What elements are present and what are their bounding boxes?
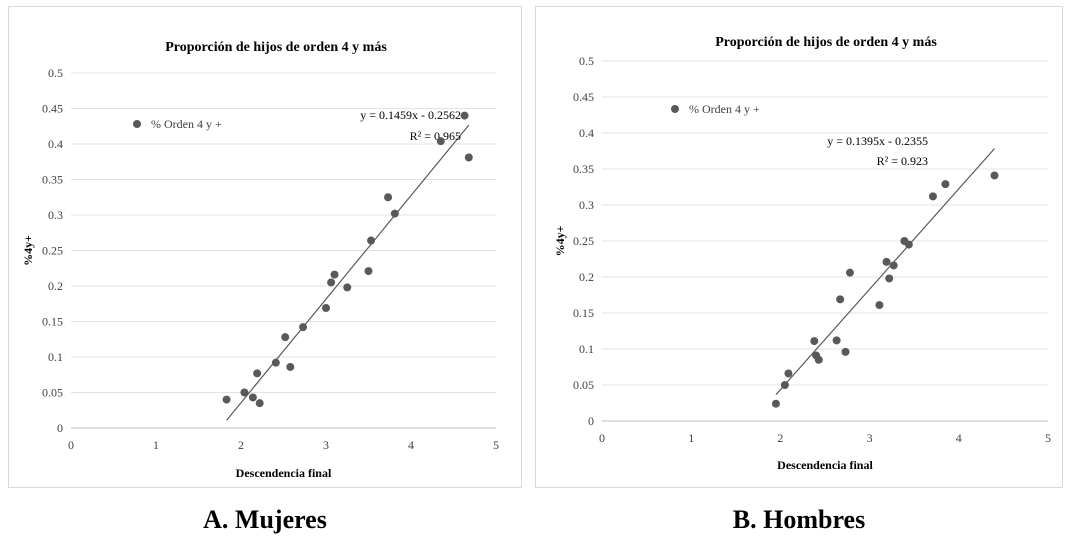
chart-b-y-tick-label: 0: [588, 414, 594, 428]
chart-a-x-tick-label: 2: [238, 438, 244, 452]
chart-a-data-point: [327, 278, 336, 287]
chart-b-data-point: [904, 240, 913, 249]
chart-panel-mujeres: 0 0.05 0.1 0.15 0.2 0.25 0.3 0.35 0.4 0.45 0.5 0 1 2 3…: [8, 6, 522, 488]
chart-b-x-tick-label: 0: [599, 431, 605, 445]
chart-b-y-tick-label: 0.5: [579, 54, 594, 68]
chart-a-x-axis-label: Descendencia final: [236, 466, 332, 480]
chart-b-x-axis-label: Descendencia final: [777, 458, 873, 472]
chart-b-data-point: [885, 274, 894, 283]
chart-a-data-point: [271, 358, 280, 367]
chart-a-y-axis-label: %4y+: [21, 235, 35, 266]
scatter-chart-hombres: 0 0.05 0.1 0.15 0.2 0.25 0.3 0.35 0.4 0.45 0.5 0 1 2 3…: [553, 35, 1051, 472]
scatter-chart-mujeres: 0 0.05 0.1 0.15 0.2 0.25 0.3 0.35 0.4 0.45 0.5 0 1 2 3…: [21, 40, 499, 480]
chart-b-y-tick-label: 0.2: [579, 270, 594, 284]
chart-a-data-point: [390, 209, 399, 218]
chart-a-trendline-r2: R² = 0.965: [410, 129, 461, 143]
chart-a-data-point: [255, 399, 264, 408]
chart-a-data-point: [436, 137, 445, 146]
chart-a-data-point: [281, 333, 290, 342]
chart-a-y-tick-label: 0.05: [42, 386, 63, 400]
chart-a-data-point: [367, 236, 376, 245]
chart-a-y-tick-label: 0.1: [48, 350, 63, 364]
chart-b-data-point: [882, 257, 891, 266]
chart-a-x-tick-label: 3: [323, 438, 329, 452]
chart-a-y-tick-label: 0.3: [48, 208, 63, 222]
chart-a-data-point: [253, 369, 262, 378]
chart-b-y-tick-label: 0.25: [573, 234, 594, 248]
chart-b-y-tick-label: 0.45: [573, 90, 594, 104]
chart-a-data-point: [330, 270, 339, 279]
chart-a-data-point: [343, 283, 352, 292]
chart-a-trendline: [226, 124, 470, 421]
chart-b-data-point: [784, 369, 793, 378]
chart-a-x-tick-label: 0: [68, 438, 74, 452]
chart-b-x-tick-label: 1: [688, 431, 694, 445]
chart-a-x-tick-label: 5: [493, 438, 499, 452]
chart-panel-hombres: 0 0.05 0.1 0.15 0.2 0.25 0.3 0.35 0.4 0.45 0.5 0 1 2 3…: [535, 6, 1063, 488]
chart-a-title: Proporción de hijos de orden 4 y más: [165, 40, 387, 55]
chart-b-data-point: [841, 347, 850, 356]
chart-a-data-point: [322, 304, 330, 313]
chart-b-x-tick-label: 4: [956, 431, 962, 445]
chart-b-data-point: [836, 295, 845, 304]
chart-b-data-point: [810, 337, 819, 346]
chart-b-y-tick-label: 0.15: [573, 306, 594, 320]
chart-b-legend-marker: [671, 105, 679, 113]
chart-b-y-tick-label: 0.1: [579, 342, 594, 356]
chart-b-title: Proporción de hijos de orden 4 y más: [715, 35, 937, 50]
chart-b-data-point: [889, 261, 898, 270]
chart-a-y-tick-label: 0.15: [42, 315, 63, 329]
chart-b-data-point: [845, 268, 854, 277]
chart-b-y-tick-label: 0.05: [573, 378, 594, 392]
chart-a-y-tick-label: 0.2: [48, 279, 63, 293]
chart-b-y-tick-label: 0.35: [573, 162, 594, 176]
chart-b-data-point: [941, 180, 950, 189]
chart-a-y-tick-label: 0.45: [42, 102, 63, 116]
chart-b-legend-label: % Orden 4 y +: [689, 102, 760, 116]
chart-b-y-tick-label: 0.3: [579, 198, 594, 212]
chart-b-x-tick-label: 2: [777, 431, 783, 445]
chart-b-data-point: [814, 355, 823, 364]
chart-a-data-point: [286, 362, 295, 371]
chart-b-data-point: [928, 192, 937, 201]
chart-a-y-tick-label: 0.5: [48, 66, 63, 80]
chart-b-trendline-r2: R² = 0.923: [877, 154, 928, 168]
chart-a-data-point: [364, 267, 373, 276]
chart-a-data-point: [240, 388, 249, 397]
chart-a-data-point: [464, 153, 473, 162]
caption-hombres: B. Hombres: [732, 505, 866, 534]
chart-a-data-point: [384, 193, 393, 202]
chart-b-data-point: [771, 399, 780, 408]
chart-b-data-point: [832, 336, 841, 345]
chart-b-trendline-equation: y = 0.1395x - 0.2355: [827, 134, 928, 148]
chart-a-y-tick-label: 0.4: [48, 137, 63, 151]
chart-a-data-point: [299, 323, 308, 332]
chart-a-legend-marker: [133, 120, 141, 128]
chart-b-data-point: [780, 381, 789, 389]
chart-b-x-tick-label: 5: [1045, 431, 1051, 445]
chart-a-trendline-equation: y = 0.1459x - 0.2562: [360, 108, 461, 122]
chart-b-trendline: [775, 148, 995, 396]
chart-a-data-point: [460, 111, 469, 120]
chart-a-y-tick-label: 0.25: [42, 244, 63, 258]
chart-b-data-point: [875, 301, 884, 310]
chart-b-y-tick-label: 0.4: [579, 126, 594, 140]
chart-a-data-point: [248, 393, 257, 402]
chart-b-data-point: [990, 171, 999, 180]
chart-a-y-tick-label: 0: [57, 421, 63, 435]
chart-a-x-tick-label: 1: [153, 438, 159, 452]
chart-a-legend-label: % Orden 4 y +: [151, 117, 222, 131]
caption-mujeres: A. Mujeres: [203, 505, 327, 534]
chart-b-x-tick-label: 3: [867, 431, 873, 445]
chart-a-x-tick-label: 4: [408, 438, 414, 452]
chart-b-y-axis-label: %4y+: [553, 225, 567, 256]
chart-a-y-tick-label: 0.35: [42, 173, 63, 187]
chart-a-data-point: [222, 395, 231, 404]
